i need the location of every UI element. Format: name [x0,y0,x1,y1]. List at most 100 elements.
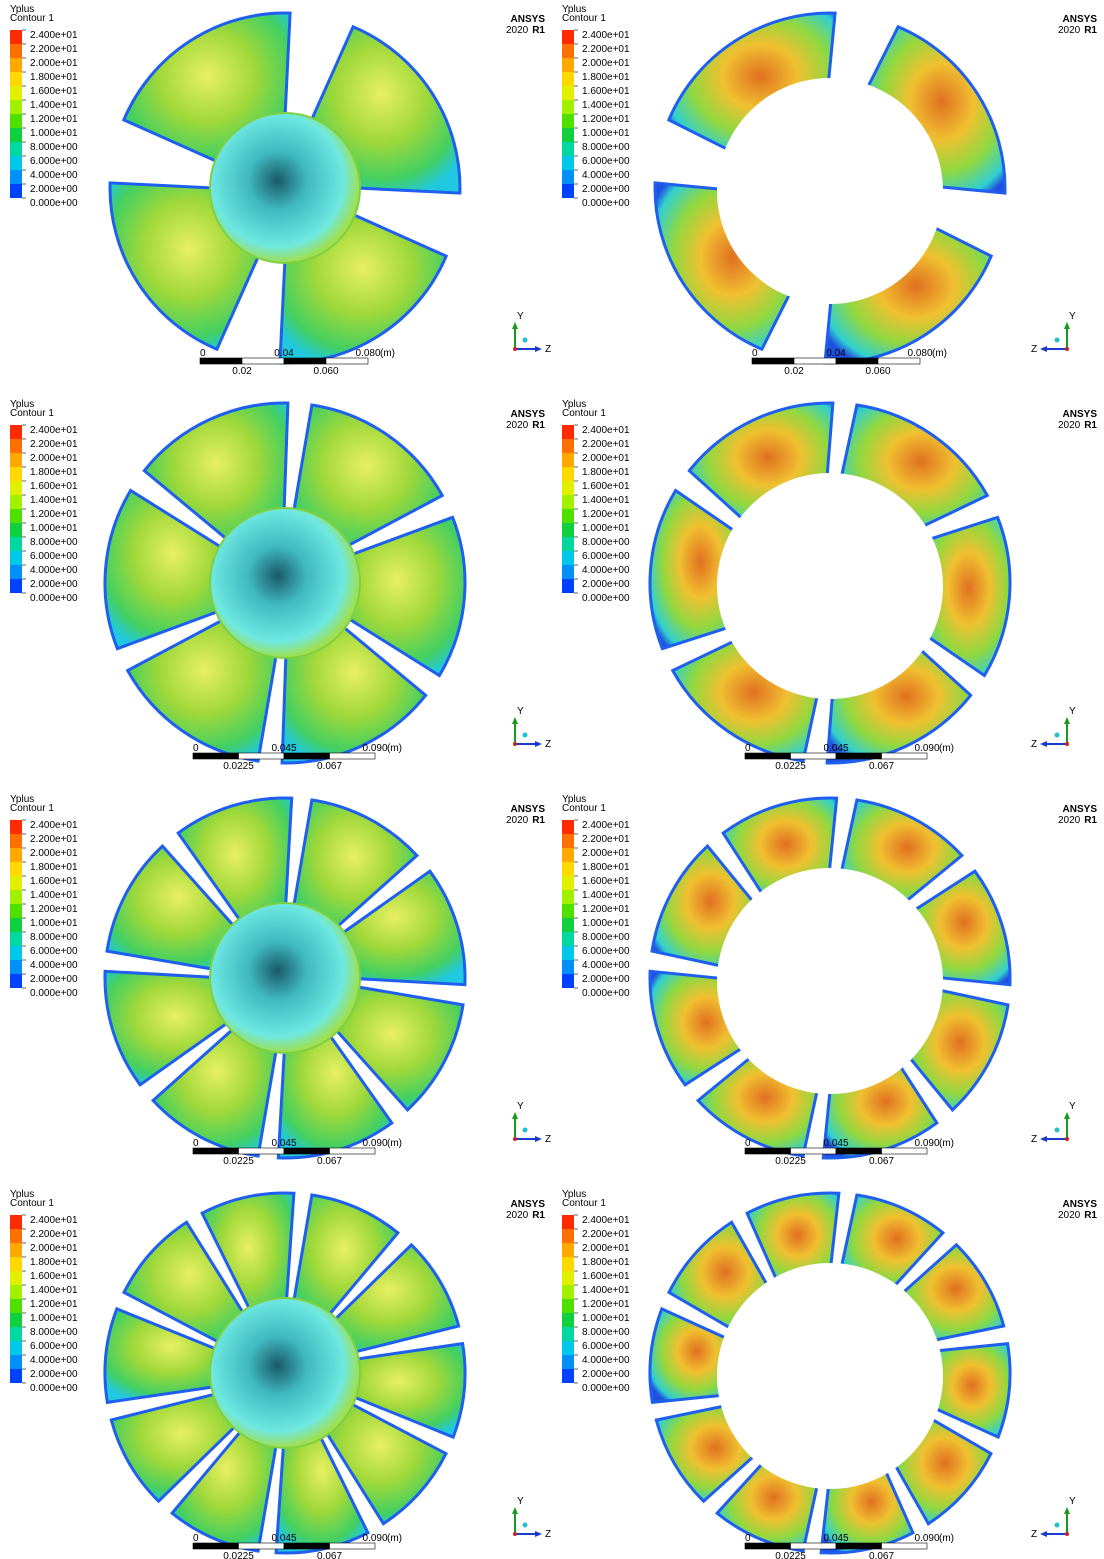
legend-label: 1.600e+01 [582,481,630,492]
axis-label-z: Z [545,1529,551,1540]
color-band [562,1327,574,1341]
scale-label: 0.0225 [775,1156,806,1167]
color-band [562,932,574,946]
legend-label: 0.000e+00 [582,988,630,999]
color-band [562,523,574,537]
axis-z-head [1040,346,1047,352]
axis-label-y: Y [1069,311,1076,322]
legend-label: 2.400e+01 [582,820,630,831]
legend-label: 6.000e+00 [582,156,630,167]
color-band [10,834,22,848]
scale-label: 0.045 [823,1533,848,1544]
legend-subtitle: Contour 1 [562,13,606,24]
legend-label: 2.000e+00 [582,1369,630,1380]
scale-label: 0.04 [274,348,294,359]
version: 2020R1 [506,1210,545,1221]
version-year: 2020 [1058,815,1081,826]
scale-segment [193,1148,239,1154]
legend-label: 1.400e+01 [582,1285,630,1296]
scale-label: 0 [752,348,758,359]
axis-label-z: Z [545,739,551,750]
legend-label: 4.000e+00 [582,170,630,181]
color-band [562,551,574,565]
legend-label: 6.000e+00 [30,156,78,167]
version: 2020R1 [1058,420,1097,431]
axis-z-head [535,1136,542,1142]
color-band [10,1327,22,1341]
legend-label: 0.000e+00 [582,198,630,209]
scale-label: 0.045 [271,1138,296,1149]
scale-label: 0.060 [313,366,338,377]
scale-label: 0 [200,348,206,359]
color-band [562,1355,574,1369]
legend-label: 1.400e+01 [30,1285,78,1296]
axis-y-head [1064,1507,1070,1514]
scale-label: 0.045 [823,743,848,754]
color-band [562,453,574,467]
legend-label: 2.000e+01 [582,58,630,69]
legend-label: 4.000e+00 [30,960,78,971]
legend-label: 1.600e+01 [582,1271,630,1282]
version: 2020R1 [1058,25,1097,36]
axis-origin [513,347,517,351]
version: 2020R1 [506,25,545,36]
hub-cutout [717,473,943,699]
color-band [562,114,574,128]
version-release: R1 [532,25,545,36]
color-band [10,862,22,876]
legend-label: 1.200e+01 [30,1299,78,1310]
color-band [562,1229,574,1243]
axis-origin [513,1532,517,1536]
legend-label: 1.800e+01 [30,862,78,873]
color-band [10,1369,22,1383]
color-band [10,946,22,960]
axis-x [1055,1523,1060,1528]
legend-label: 0.000e+00 [30,198,78,209]
color-band [10,551,22,565]
legend-label: 8.000e+00 [30,1327,78,1338]
color-band [562,100,574,114]
panel: YplusContour 12.400e+012.200e+012.000e+0… [10,794,551,1167]
axis-label-y: Y [1069,1496,1076,1507]
color-band [10,1229,22,1243]
legend-label: 1.200e+01 [582,114,630,125]
scale-label: 0 [193,743,199,754]
version: 2020R1 [506,420,545,431]
legend-label: 1.800e+01 [30,467,78,478]
color-band [562,565,574,579]
legend-label: 1.600e+01 [30,86,78,97]
legend-label: 1.400e+01 [30,100,78,111]
legend-label: 1.400e+01 [582,100,630,111]
legend-label: 2.400e+01 [582,30,630,41]
legend-label: 2.000e+00 [30,579,78,590]
scale-segment [193,753,239,759]
color-band [562,1313,574,1327]
color-band [562,30,574,44]
legend-subtitle: Contour 1 [10,13,54,24]
legend-label: 2.000e+00 [30,1369,78,1380]
scale-label: 0.045 [271,743,296,754]
scale-label: 0.0225 [775,761,806,772]
legend-label: 1.200e+01 [582,1299,630,1310]
axis-label-z: Z [1031,1134,1037,1145]
scale-label: 0 [193,1533,199,1544]
color-band [562,1215,574,1229]
legend-subtitle: Contour 1 [562,1198,606,1209]
legend-label: 4.000e+00 [582,960,630,971]
color-band [562,425,574,439]
axis-y-head [512,322,518,329]
color-band [10,876,22,890]
color-band [562,820,574,834]
color-band [10,1299,22,1313]
legend-label: 2.400e+01 [30,1215,78,1226]
axis-y-head [512,1112,518,1119]
axis-origin [513,742,517,746]
brand: ANSYS [511,804,546,815]
axis-x [523,1523,528,1528]
legend-label: 1.800e+01 [30,72,78,83]
scale-label: 0.067 [869,1156,894,1167]
legend-label: 1.000e+01 [582,523,630,534]
legend-label: 1.400e+01 [30,495,78,506]
brand: ANSYS [511,1199,546,1210]
legend-label: 1.400e+01 [582,890,630,901]
